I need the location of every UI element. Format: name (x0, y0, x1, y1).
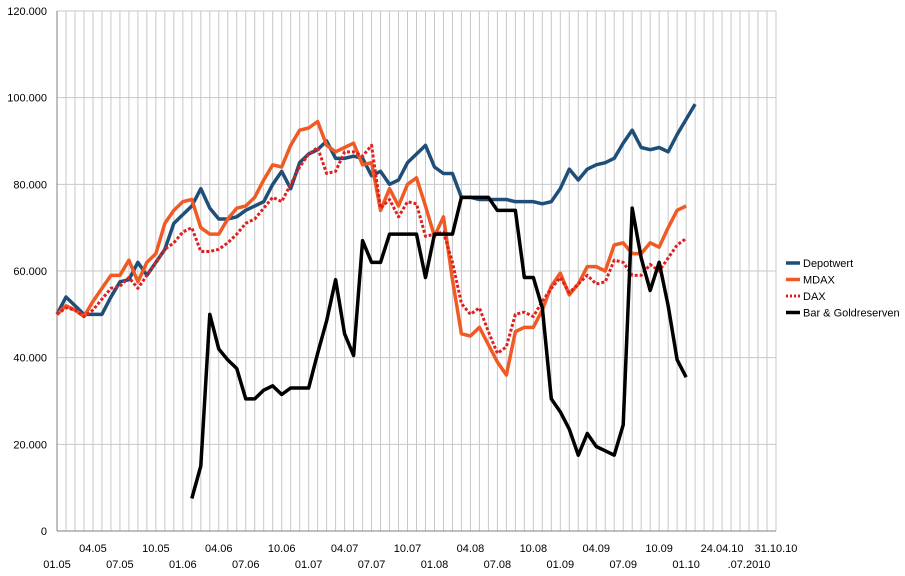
x-tick-label: 07.06 (232, 559, 260, 571)
y-tick-label: 40.000 (13, 353, 47, 365)
x-tick-label: 10.09 (645, 543, 673, 555)
legend-label-mdax: MDAX (803, 275, 835, 287)
y-tick-label: 100.000 (7, 93, 47, 105)
x-tick-label: 24.04.10 (701, 543, 744, 555)
x-tick-label: 01.07 (295, 559, 323, 571)
x-tick-label: 04.08 (457, 543, 485, 555)
x-tick-label: 10.05 (142, 543, 170, 555)
x-tick-label: .07.2010 (728, 559, 771, 571)
x-tick-label: 01.08 (421, 559, 449, 571)
x-axis-tick-labels: 04.05 10.05 04.06 10.06 04.07 10.07 04.08 10.08… (43, 543, 797, 571)
chart-axes (56, 11, 776, 532)
legend-label-dax: DAX (803, 291, 826, 303)
x-tick-label: 07.09 (609, 559, 637, 571)
series-line-bar-goldreserven (190, 195, 688, 499)
legend-label-depotwert: Depotwert (803, 258, 853, 270)
x-tick-label: 10.06 (268, 543, 296, 555)
x-tick-label: 01.06 (169, 559, 197, 571)
y-tick-label: 60.000 (13, 266, 47, 278)
x-tick-label: 04.07 (331, 543, 359, 555)
x-tick-label: 01.09 (547, 559, 575, 571)
series-line-depotwert (55, 103, 697, 317)
chart-legend: Depotwert MDAX DAX Bar & Goldreserven (786, 258, 900, 320)
legend-label-bar-goldreserven: Bar & Goldreserven (803, 308, 900, 320)
y-tick-label: 20.000 (13, 439, 47, 451)
x-tick-label: 31.10.10 (755, 543, 798, 555)
x-tick-label: 04.06 (205, 543, 233, 555)
x-tick-label: 10.08 (520, 543, 548, 555)
x-tick-label: 07.07 (358, 559, 386, 571)
x-tick-label: 01.10 (672, 559, 700, 571)
x-tick-label: 04.09 (582, 543, 610, 555)
x-tick-label: 07.05 (106, 559, 134, 571)
y-tick-label: 80.000 (13, 179, 47, 191)
x-tick-label: 07.08 (484, 559, 512, 571)
y-tick-label: 120.000 (7, 6, 47, 18)
y-tick-label: 0 (41, 526, 47, 538)
chart-grid (56, 10, 777, 532)
y-axis-tick-labels: 0 20.000 40.000 60.000 80.000 100.000 120.000 (7, 6, 47, 538)
series-line-dax (56, 143, 688, 355)
x-tick-label: 01.05 (43, 559, 71, 571)
series-line-mdax (55, 119, 687, 377)
chart-series (55, 103, 697, 499)
x-tick-label: 04.05 (79, 543, 107, 555)
x-tick-label: 10.07 (394, 543, 422, 555)
